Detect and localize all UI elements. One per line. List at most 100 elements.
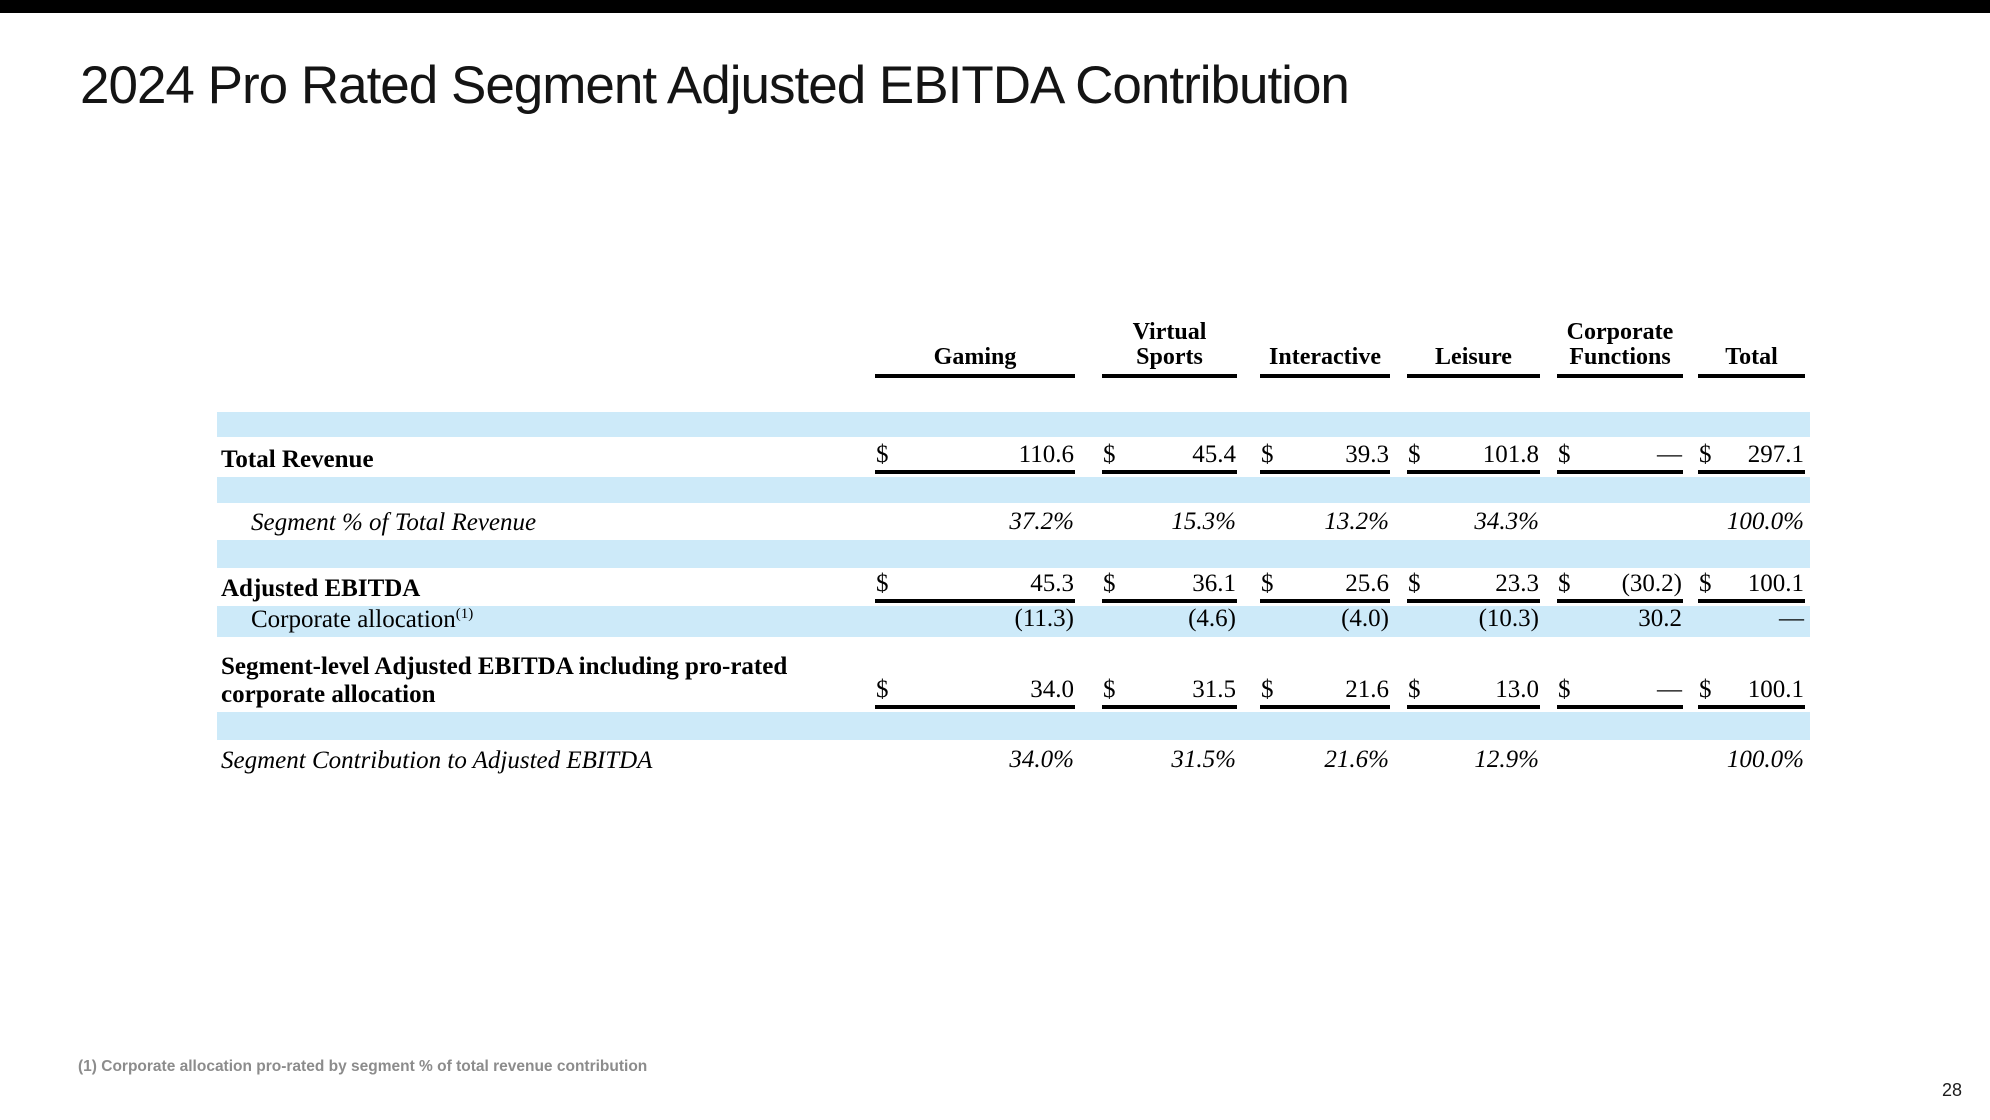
row-label: Segment % of Total Revenue — [251, 509, 537, 536]
cell-value: 34.0% — [1009, 745, 1074, 773]
currency-symbol: $ — [1558, 675, 1571, 703]
currency-symbol: $ — [1699, 440, 1712, 468]
table-cell: — — [1698, 604, 1805, 634]
table-cell: $297.1 — [1698, 440, 1805, 474]
cell-value: 45.3 — [1030, 569, 1074, 597]
table-cell: $ — — [1557, 440, 1683, 474]
table-band-row — [217, 412, 1810, 437]
cell-value: 45.4 — [1192, 440, 1236, 468]
cell-value: (4.0) — [1341, 604, 1389, 632]
currency-symbol: $ — [876, 569, 889, 597]
table-cell: $45.4 — [1102, 440, 1237, 474]
cell-value: — — [1779, 604, 1804, 632]
cell-value: 13.2% — [1324, 507, 1389, 535]
table-band-row — [217, 477, 1810, 503]
table-cell: 13.2% — [1260, 507, 1390, 537]
cell-value: 25.6 — [1345, 569, 1389, 597]
table-cell: 37.2% — [875, 508, 1075, 537]
table-band-row — [217, 540, 1810, 568]
currency-symbol: $ — [1103, 440, 1116, 468]
currency-symbol: $ — [1261, 569, 1274, 597]
table-cell: $45.3 — [875, 569, 1075, 603]
currency-symbol: $ — [1558, 569, 1571, 597]
column-header: Corporate Functions — [1557, 300, 1683, 378]
currency-symbol: $ — [1408, 440, 1421, 468]
currency-symbol: $ — [876, 440, 889, 468]
table-cell — [1557, 535, 1683, 537]
cell-value: (4.6) — [1188, 604, 1236, 632]
slide-title: 2024 Pro Rated Segment Adjusted EBITDA C… — [80, 56, 1350, 115]
cell-value: 100.1 — [1747, 569, 1804, 597]
table-header-row: Gaming Virtual Sports Interactive Leisure Co… — [217, 300, 1805, 378]
table-cell: 12.9% — [1407, 746, 1540, 775]
table-cell: $25.6 — [1260, 569, 1390, 603]
currency-symbol: $ — [1699, 569, 1712, 597]
footnote-marker: (1) — [455, 606, 474, 622]
currency-symbol: $ — [1408, 675, 1421, 703]
table-cell: $100.1 — [1698, 675, 1805, 709]
cell-value: (30.2) — [1621, 569, 1682, 597]
cell-value: 39.3 — [1345, 440, 1389, 468]
cell-value: 100.1 — [1747, 675, 1804, 703]
cell-value: 297.1 — [1747, 440, 1804, 468]
column-header: Interactive — [1260, 300, 1390, 378]
table-cell: $ (30.2) — [1557, 569, 1683, 603]
table-cell: $100.1 — [1698, 569, 1805, 603]
row-label: Corporate allocation(1) — [251, 606, 474, 633]
table-row: Segment % of Total Revenue 37.2% 15.3% 13.2… — [217, 503, 1810, 540]
cell-value: — — [1657, 440, 1682, 468]
table-cell: $34.0 — [875, 675, 1075, 709]
currency-symbol: $ — [1408, 569, 1421, 597]
table-cell: $39.3 — [1260, 440, 1390, 474]
table-cell: 15.3% — [1102, 507, 1237, 537]
table-cell: (11.3) — [875, 604, 1075, 634]
cell-value: 110.6 — [1018, 440, 1074, 468]
table-cell: (10.3) — [1407, 605, 1540, 634]
table-cell: 34.3% — [1407, 507, 1540, 537]
cell-value: 101.8 — [1482, 440, 1539, 468]
currency-symbol: $ — [1699, 675, 1712, 703]
currency-symbol: $ — [1558, 440, 1571, 468]
cell-value: (11.3) — [1014, 604, 1074, 632]
table-cell: $23.3 — [1407, 569, 1540, 603]
table-row: Total Revenue $110.6 $45.4 $39.3 $101.8 $ — $29… — [217, 437, 1810, 477]
cell-value: 23.3 — [1495, 569, 1539, 597]
column-header: Leisure — [1407, 300, 1540, 378]
cell-value: 31.5 — [1192, 675, 1236, 703]
cell-value: 13.0 — [1495, 675, 1539, 703]
table-cell: (4.0) — [1260, 604, 1390, 634]
column-header: Virtual Sports — [1102, 300, 1237, 378]
footnote: (1) Corporate allocation pro-rated by se… — [78, 1058, 648, 1075]
table-cell — [1557, 773, 1683, 775]
cell-value: 34.3% — [1474, 507, 1539, 535]
currency-symbol: $ — [1261, 675, 1274, 703]
table-cell: $13.0 — [1407, 675, 1540, 709]
cell-value: 100.0% — [1726, 507, 1804, 535]
table-cell: $31.5 — [1102, 675, 1237, 709]
column-header: Gaming — [875, 300, 1075, 378]
table-cell: 30.2 — [1557, 605, 1683, 634]
row-label: Total Revenue — [221, 446, 374, 473]
cell-value: 15.3% — [1171, 507, 1236, 535]
table-cell: $101.8 — [1407, 440, 1540, 474]
table-cell: (4.6) — [1102, 604, 1237, 634]
table-cell: $21.6 — [1260, 675, 1390, 709]
currency-symbol: $ — [1103, 675, 1116, 703]
row-label: Segment Contribution to Adjusted EBITDA — [221, 747, 653, 774]
currency-symbol: $ — [876, 675, 889, 703]
table-cell: 21.6% — [1260, 745, 1390, 775]
table-cell: $ — — [1557, 675, 1683, 709]
page-number: 28 — [1941, 1080, 1962, 1100]
cell-value: — — [1657, 675, 1682, 703]
table-cell: 100.0% — [1698, 746, 1805, 775]
cell-value: 21.6% — [1324, 745, 1389, 773]
table-cell: 34.0% — [875, 745, 1075, 775]
currency-symbol: $ — [1103, 569, 1116, 597]
segment-table-body: Total Revenue $110.6 $45.4 $39.3 $101.8 $ — $29… — [217, 412, 1810, 778]
row-label: Segment-level Adjusted EBITDA including … — [221, 653, 788, 708]
table-cell: $110.6 — [875, 440, 1075, 474]
top-accent-bar — [0, 0, 1990, 13]
table-cell: $36.1 — [1102, 569, 1237, 603]
column-header: Total — [1698, 300, 1805, 378]
table-row: Segment-level Adjusted EBITDA including … — [217, 637, 1810, 712]
